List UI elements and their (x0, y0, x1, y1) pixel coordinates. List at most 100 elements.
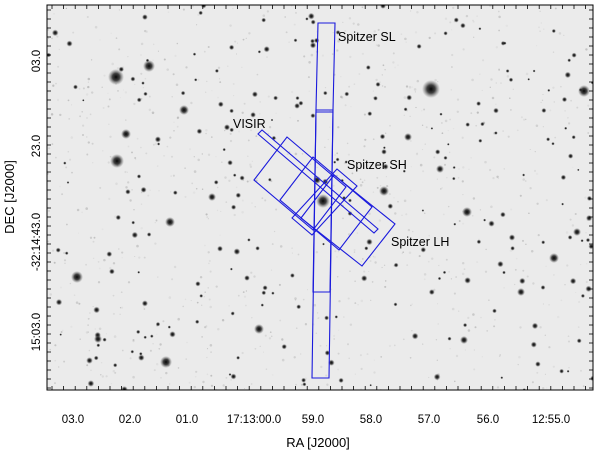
star (569, 277, 577, 285)
noise-speck (177, 367, 180, 369)
noise-speck (266, 10, 270, 13)
noise-speck (392, 303, 394, 305)
noise-speck (414, 31, 418, 34)
noise-speck (149, 189, 151, 191)
noise-speck (569, 218, 572, 221)
noise-speck (497, 10, 500, 13)
star (508, 77, 514, 83)
noise-speck (421, 124, 424, 126)
noise-speck (494, 318, 496, 321)
noise-speck (359, 354, 362, 357)
noise-speck (336, 276, 339, 278)
star (236, 355, 241, 360)
noise-speck (436, 238, 438, 240)
star (140, 186, 147, 193)
noise-speck (290, 90, 294, 94)
noise-speck (392, 52, 395, 55)
noise-speck (321, 54, 324, 57)
noise-speck (403, 96, 407, 99)
noise-speck (373, 359, 375, 361)
noise-speck (270, 335, 273, 338)
noise-speck (493, 325, 496, 328)
noise-speck (340, 95, 343, 99)
noise-speck (471, 214, 474, 217)
noise-speck (372, 138, 375, 141)
noise-speck (416, 11, 419, 14)
noise-speck (361, 6, 364, 9)
noise-speck (302, 298, 305, 301)
star (169, 331, 176, 338)
star (165, 217, 175, 227)
star (94, 335, 102, 343)
noise-speck (402, 251, 405, 254)
noise-speck (552, 86, 555, 89)
noise-speck (152, 143, 155, 146)
noise-speck (468, 168, 470, 170)
noise-speck (348, 17, 352, 20)
noise-speck (470, 112, 473, 115)
noise-speck (253, 275, 256, 278)
star (492, 308, 497, 314)
noise-speck (286, 153, 289, 156)
noise-speck (525, 243, 527, 245)
noise-speck (449, 21, 452, 24)
noise-speck (67, 150, 70, 153)
noise-speck (184, 298, 187, 301)
star (535, 361, 541, 367)
star (244, 275, 250, 281)
star (301, 377, 307, 383)
star (573, 228, 581, 236)
noise-speck (115, 37, 118, 39)
noise-speck (375, 44, 378, 47)
noise-speck (331, 53, 334, 55)
noise-speck (195, 187, 198, 190)
noise-speck (502, 130, 504, 132)
noise-speck (170, 191, 172, 193)
noise-speck (132, 375, 135, 379)
noise-speck (584, 196, 587, 199)
noise-speck (337, 126, 340, 129)
star (580, 293, 585, 298)
noise-speck (462, 48, 465, 51)
noise-speck (497, 178, 499, 180)
star (93, 355, 99, 361)
noise-speck (301, 152, 304, 155)
star (192, 52, 197, 56)
noise-speck (353, 83, 356, 86)
noise-speck (449, 348, 451, 350)
star (261, 17, 267, 23)
noise-speck (451, 29, 453, 31)
noise-speck (107, 92, 109, 94)
noise-speck (342, 217, 344, 220)
noise-speck (354, 302, 357, 305)
star (580, 239, 584, 243)
noise-speck (55, 82, 57, 85)
noise-speck (108, 197, 111, 201)
noise-speck (248, 32, 251, 35)
star (232, 173, 237, 177)
noise-speck (188, 148, 192, 151)
noise-speck (347, 297, 350, 300)
noise-speck (473, 368, 476, 371)
noise-speck (379, 185, 382, 187)
noise-speck (397, 64, 399, 66)
star (143, 335, 147, 340)
noise-speck (307, 289, 308, 291)
noise-speck (251, 317, 253, 319)
noise-speck (133, 102, 136, 106)
noise-speck (465, 14, 469, 18)
noise-speck (210, 351, 212, 353)
noise-speck (163, 58, 166, 61)
noise-speck (344, 29, 347, 32)
noise-speck (155, 362, 159, 366)
noise-speck (101, 375, 104, 378)
noise-speck (334, 154, 336, 156)
noise-speck (206, 373, 209, 376)
noise-speck (193, 170, 197, 173)
noise-speck (491, 96, 495, 100)
noise-speck (393, 197, 395, 199)
noise-speck (354, 373, 357, 375)
star (402, 169, 406, 173)
noise-speck (558, 32, 562, 35)
star (230, 204, 237, 210)
